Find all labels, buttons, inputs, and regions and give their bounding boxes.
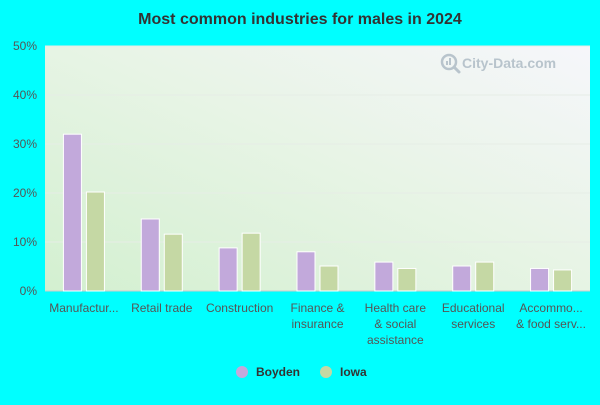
legend-label-boyden: Boyden (256, 365, 300, 379)
x-tick-label-line: Construction (206, 301, 273, 315)
x-tick-labels: Manufactur... Retail trade Construction Fin… (49, 301, 586, 347)
watermark-text: City-Data.com (462, 55, 556, 71)
bar-boyden (374, 261, 394, 292)
bar-iowa (397, 267, 417, 292)
x-tick-label-line: Accommo... (519, 301, 582, 315)
x-tick-label: Manufactur... (49, 301, 118, 315)
x-tick-label-line: Manufactur... (49, 301, 118, 315)
bar-iowa (85, 191, 105, 292)
x-tick-label-line: & food serv... (516, 317, 586, 331)
y-tick-label: 40% (13, 88, 37, 102)
x-tick-label-line: assistance (367, 333, 424, 347)
watermark: City-Data.com (440, 53, 556, 74)
bar-layer (62, 133, 573, 292)
bar-boyden (140, 218, 160, 292)
x-tick-label-line: Health care (365, 301, 427, 315)
y-tick-label: 10% (13, 235, 37, 249)
y-tick-label: 0% (20, 284, 38, 298)
bar-boyden (296, 251, 316, 292)
bar-iowa (163, 233, 183, 292)
x-tick-label-line: & social (374, 317, 416, 331)
bar-boyden (62, 133, 82, 292)
bar-boyden (452, 265, 472, 292)
y-tick-labels: 0% 10% 20% 30% 40% 50% (13, 39, 37, 298)
legend: Boyden Iowa (236, 365, 367, 379)
chart-title: Most common industries for males in 2024 (138, 11, 462, 28)
y-tick-label: 20% (13, 186, 37, 200)
bar-boyden (530, 267, 550, 292)
bar-iowa (241, 232, 261, 292)
x-tick-label: Construction (206, 301, 273, 315)
x-tick-label: Health care & social assistance (365, 301, 427, 347)
plot-area (45, 46, 590, 291)
bar-boyden (218, 247, 238, 292)
y-tick-label: 50% (13, 39, 37, 53)
bar-iowa (553, 269, 573, 292)
x-tick-label: Educational services (442, 301, 505, 331)
x-tick-label: Finance & insurance (290, 301, 344, 331)
legend-label-iowa: Iowa (340, 365, 367, 379)
x-tick-label: Accommo... & food serv... (516, 301, 586, 331)
x-tick-label-line: services (451, 317, 495, 331)
x-tick-label-line: Educational (442, 301, 505, 315)
bar-iowa (475, 261, 495, 292)
legend-swatch-boyden (236, 366, 248, 378)
y-tick-label: 30% (13, 137, 37, 151)
bar-iowa (319, 265, 339, 292)
x-tick-label: Retail trade (131, 301, 193, 315)
x-tick-label-line: Retail trade (131, 301, 193, 315)
magnifier-icon (440, 53, 461, 74)
legend-swatch-iowa (320, 366, 332, 378)
x-tick-label-line: Finance & (290, 301, 344, 315)
x-tick-label-line: insurance (291, 317, 343, 331)
grid-layer (45, 45, 590, 292)
